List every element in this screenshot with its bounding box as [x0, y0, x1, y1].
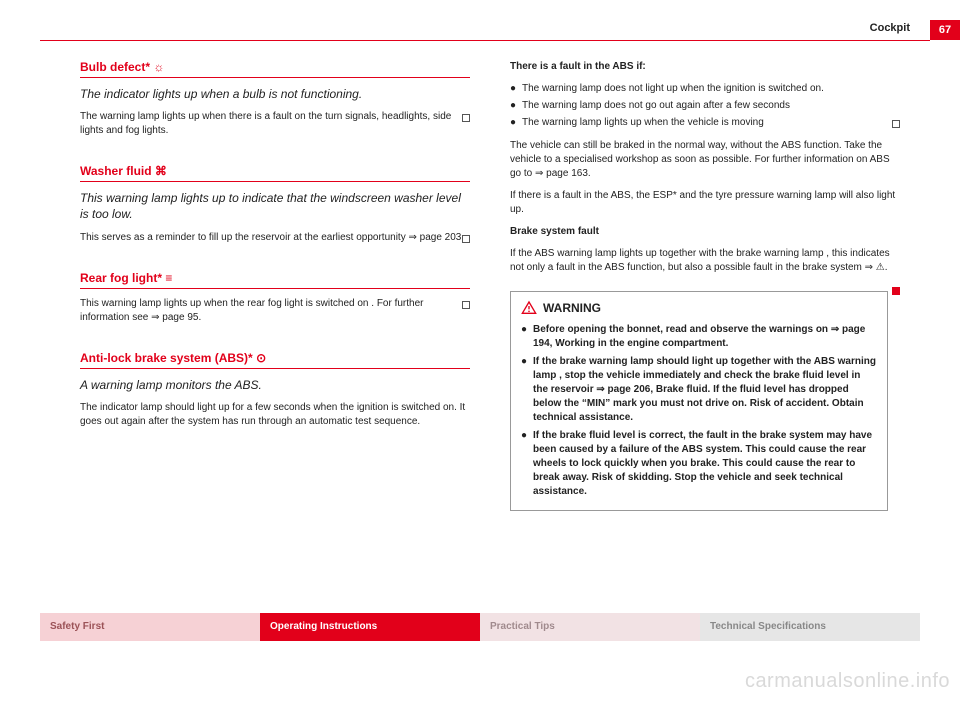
warning-label: WARNING [543, 300, 601, 317]
heading-abs: Anti-lock brake system (ABS)* ⊙ [80, 351, 470, 369]
section-end-icon [892, 120, 900, 128]
body-text: If there is a fault in the ABS, the ESP*… [510, 189, 900, 217]
watermark: carmanualsonline.info [745, 670, 950, 693]
lead-text: This warning lamp lights up to indicate … [80, 190, 470, 222]
bullet-icon: ● [521, 323, 533, 351]
section-name: Cockpit [870, 22, 910, 34]
footer-tab-practical[interactable]: Practical Tips [480, 613, 700, 641]
manual-page: Cockpit 67 Bulb defect* ☼ The indicator … [0, 0, 960, 701]
fault-heading: There is a fault in the ABS if: [510, 60, 900, 74]
lead-text: A warning lamp monitors the ABS. [80, 377, 470, 393]
heading-text: Rear fog light* [80, 271, 165, 285]
section-end-icon [892, 287, 900, 295]
bulb-icon: ☼ [153, 60, 164, 74]
footer-tab-operating[interactable]: Operating Instructions [260, 613, 480, 641]
body-text: If the ABS warning lamp lights up togeth… [510, 247, 900, 275]
bullet-text: The warning lamp lights up when the vehi… [522, 116, 764, 130]
body-text: This warning lamp lights up when the rea… [80, 297, 470, 325]
body-text: The indicator lamp should light up for a… [80, 401, 470, 429]
warning-heading: WARNING [521, 300, 877, 317]
right-column: There is a fault in the ABS if: ● The wa… [510, 60, 900, 601]
warning-bullet: ● If the brake warning lamp should light… [521, 355, 877, 425]
bullet-item: ● The warning lamp does not go out again… [510, 99, 900, 113]
warning-bullet: ● If the brake fluid level is correct, t… [521, 429, 877, 499]
content-area: Bulb defect* ☼ The indicator lights up w… [80, 60, 900, 601]
page-header: Cockpit 67 [40, 20, 960, 42]
bullet-item: ● The warning lamp does not light up whe… [510, 82, 900, 96]
bullet-text: The warning lamp does not light up when … [522, 82, 824, 96]
heading-rear-fog: Rear fog light* ≡ [80, 271, 470, 289]
heading-text: Bulb defect* [80, 60, 153, 74]
section-end-icon [462, 301, 470, 309]
fog-icon: ≡ [165, 271, 172, 285]
bullet-icon: ● [521, 429, 533, 499]
footer-tab-technical[interactable]: Technical Specifications [700, 613, 920, 641]
bullet-icon: ● [510, 116, 522, 130]
bullet-text: If the brake fluid level is correct, the… [533, 429, 877, 499]
bullet-item: ● The warning lamp lights up when the ve… [510, 116, 892, 130]
warning-triangle-icon [521, 300, 537, 316]
warning-box: WARNING ● Before opening the bonnet, rea… [510, 291, 888, 511]
left-column: Bulb defect* ☼ The indicator lights up w… [80, 60, 470, 601]
warning-bullet: ● Before opening the bonnet, read and ob… [521, 323, 877, 351]
bullet-text: The warning lamp does not go out again a… [522, 99, 790, 113]
body-text: The vehicle can still be braked in the n… [510, 139, 900, 181]
heading-text: Anti-lock brake system (ABS)* [80, 351, 256, 365]
heading-washer-fluid: Washer fluid ⌘ [80, 164, 470, 182]
footer-nav: Safety First Operating Instructions Prac… [40, 613, 920, 641]
bullet-icon: ● [510, 82, 522, 96]
heading-text: Washer fluid [80, 164, 155, 178]
footer-tab-safety[interactable]: Safety First [40, 613, 260, 641]
header-rule [40, 40, 930, 41]
body-text: The warning lamp lights up when there is… [80, 110, 470, 138]
body-text: This serves as a reminder to fill up the… [80, 231, 470, 245]
bullet-text: If the brake warning lamp should light u… [533, 355, 877, 425]
bullet-text: Before opening the bonnet, read and obse… [533, 323, 877, 351]
heading-bulb-defect: Bulb defect* ☼ [80, 60, 470, 78]
page-number: 67 [930, 20, 960, 40]
abs-icon: ⊙ [256, 351, 266, 365]
subheading-brake-fault: Brake system fault [510, 225, 900, 239]
bullet-icon: ● [521, 355, 533, 425]
lead-text: The indicator lights up when a bulb is n… [80, 86, 470, 102]
section-end-icon [462, 235, 470, 243]
section-end-icon [462, 114, 470, 122]
washer-icon: ⌘ [155, 164, 167, 178]
bullet-icon: ● [510, 99, 522, 113]
